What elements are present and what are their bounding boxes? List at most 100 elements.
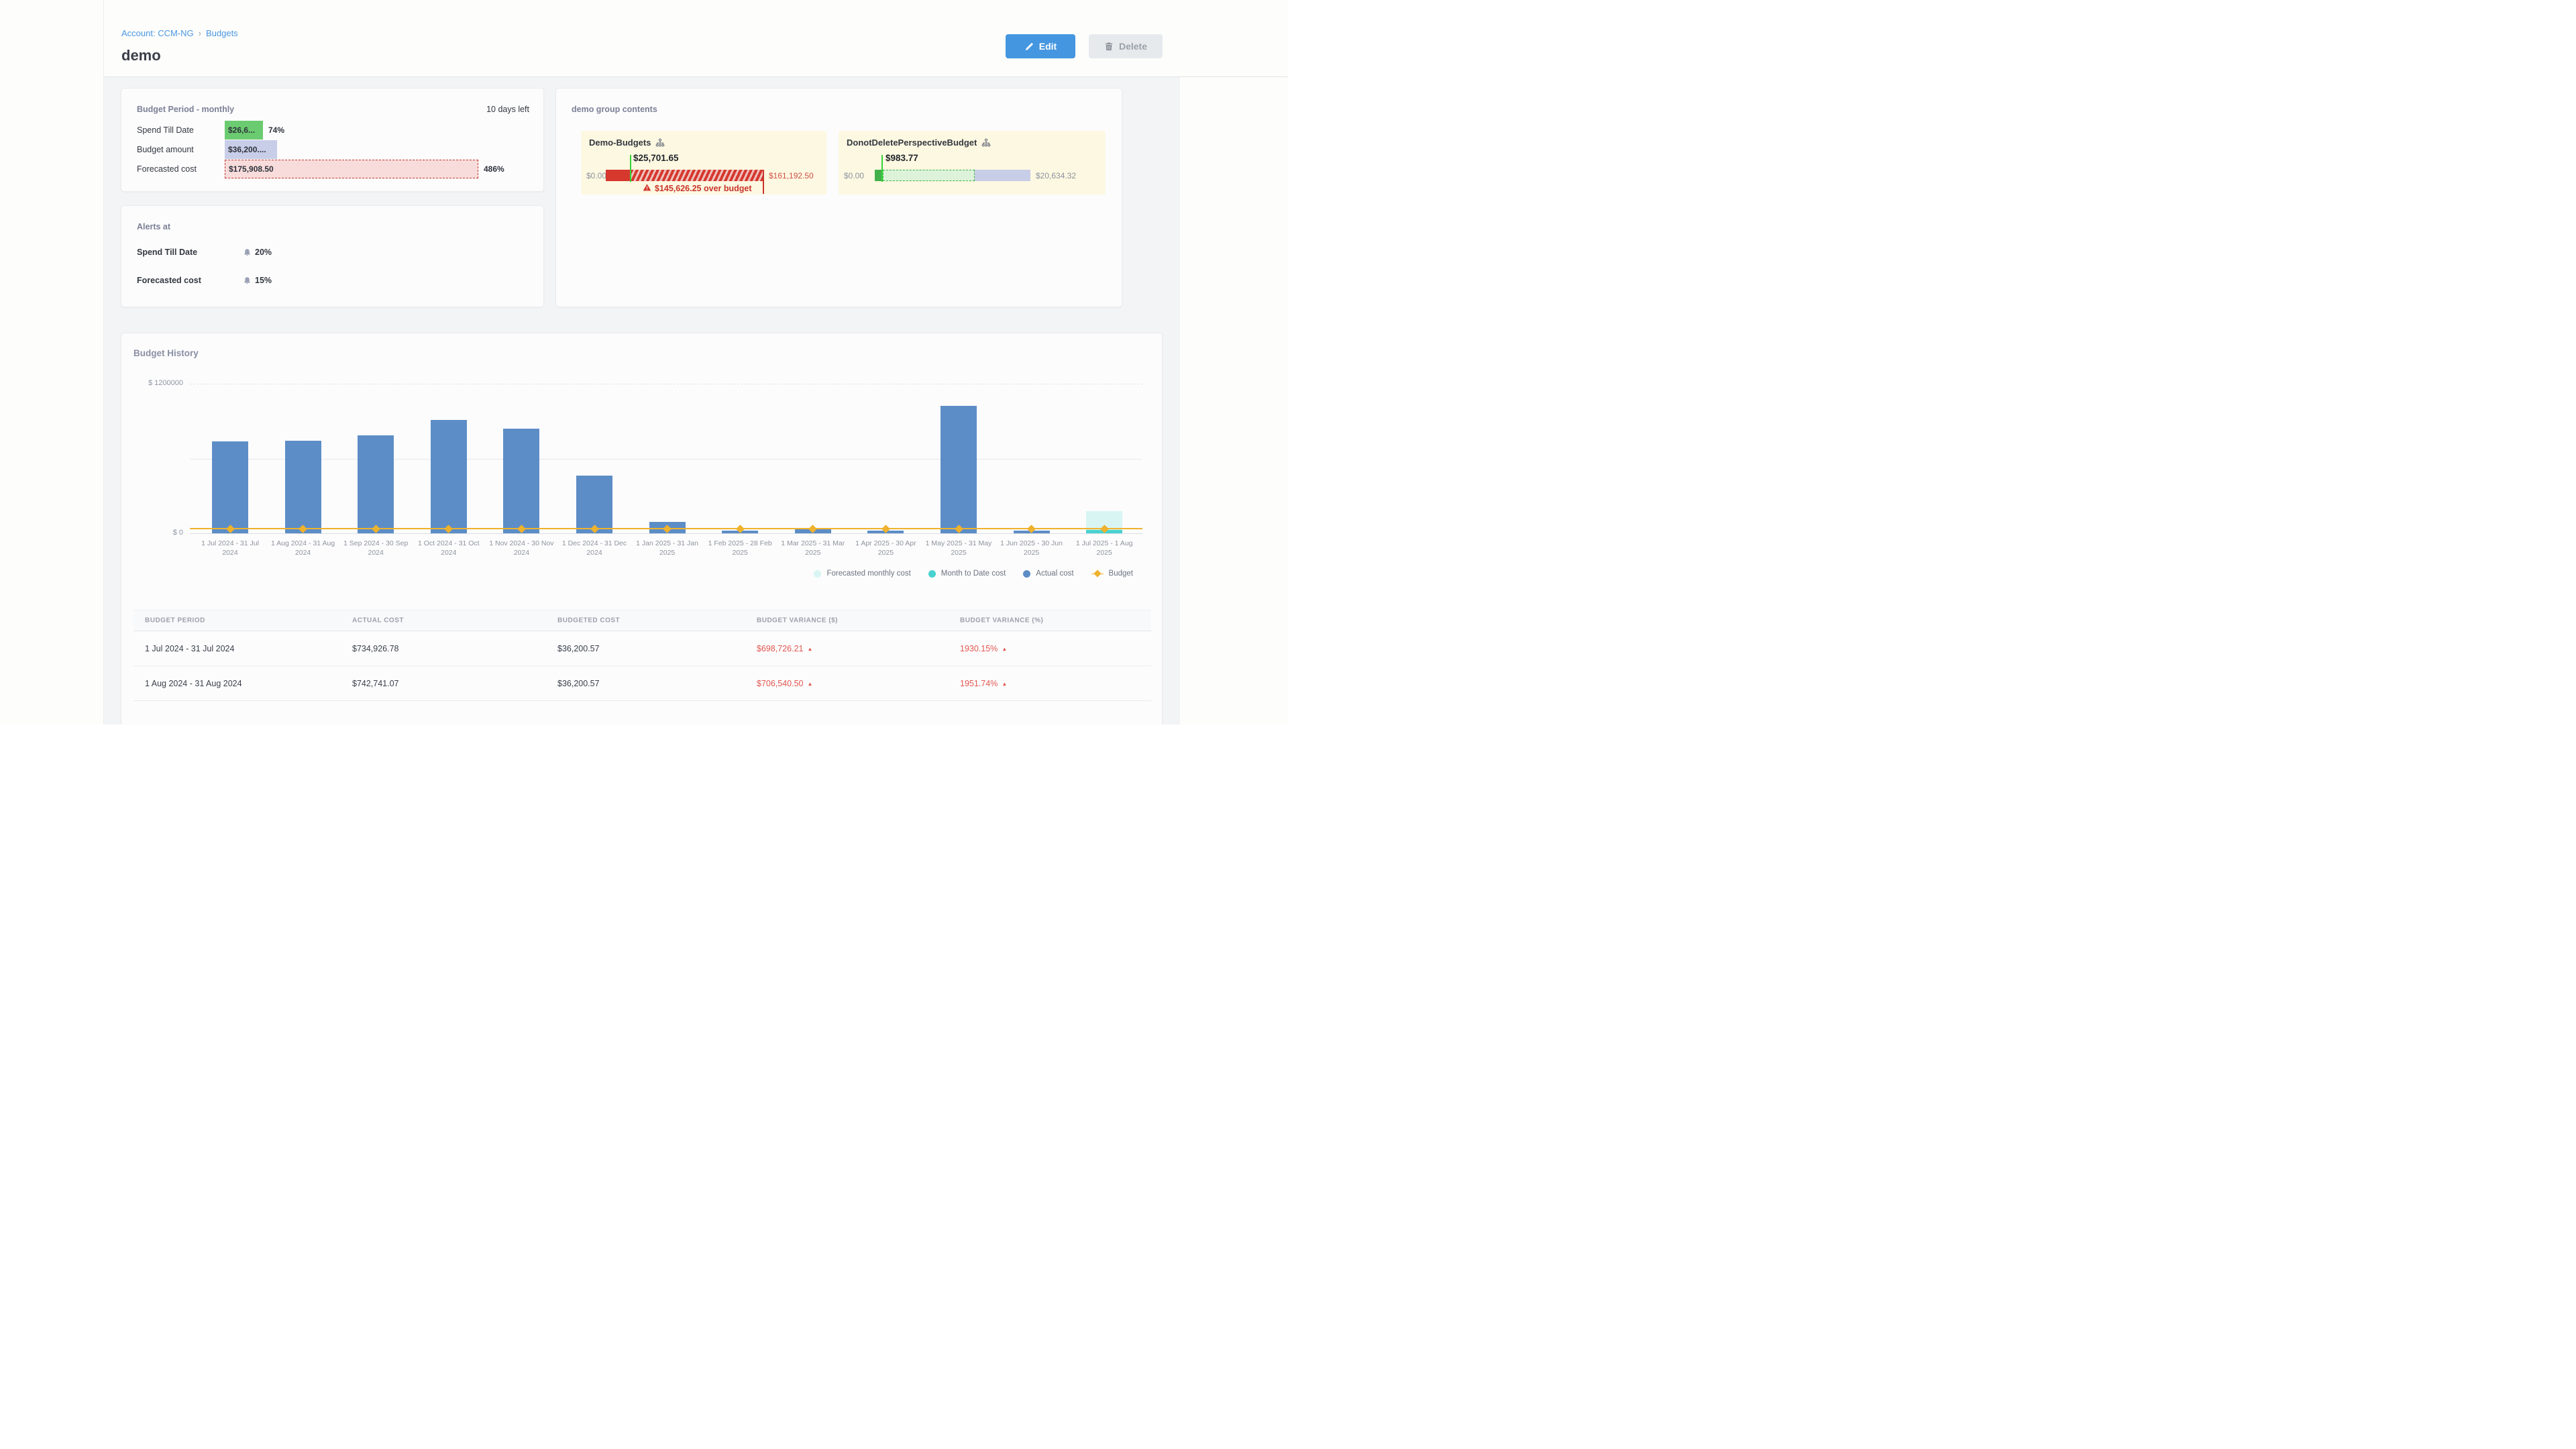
remaining-budget-segment	[975, 170, 1030, 181]
cell-budget-variance-pct: 1930.15% ▲	[960, 643, 1008, 653]
table-header-cell: BUDGET VARIANCE ($)	[757, 616, 838, 625]
budget-period-card: Budget Period - monthly 10 days left Spe…	[121, 88, 544, 192]
budget-history-chart: 1 Jul 2024 - 31 Jul 2024 1 Aug 2024 - 31 …	[121, 333, 1162, 608]
x-axis-label: 1 Apr 2025 - 30 Apr 2025	[855, 539, 916, 557]
table-header-cell: BUDGET VARIANCE (%)	[960, 616, 1044, 625]
budget-period-bar-value: $36,200....	[228, 144, 266, 154]
legend-marker-circle	[928, 570, 936, 578]
alert-label: Forecasted cost	[137, 276, 201, 285]
group-item-name-label: Demo-Budgets	[589, 138, 651, 148]
hierarchy-icon[interactable]	[655, 138, 665, 148]
x-axis-label: 1 May 2025 - 31 May 2025	[925, 539, 992, 557]
table-row: 1 Aug 2024 - 31 Aug 2024 $742,741.07 $36,2…	[133, 666, 1151, 701]
spend-segment	[606, 170, 631, 181]
table-header-row: BUDGET PERIOD ACTUAL COST BUDGETED COST BUD…	[133, 610, 1151, 631]
bell-icon	[243, 248, 252, 257]
budget-period-bar-budget: $36,200....	[225, 140, 277, 159]
variance-up-icon: ▲	[1002, 680, 1008, 687]
table-header-cell: BUDGET PERIOD	[145, 616, 205, 625]
group-item-donotdelete: DonotDeletePerspectiveBudget $983.77 $0.…	[839, 131, 1106, 195]
group-item-spend: $25,701.65	[633, 153, 679, 163]
group-item-demo-budgets: Demo-Budgets $25,701.65 $0.00 $161,192.5…	[581, 131, 826, 195]
budget-period-row: Budget amount $36,200....	[137, 140, 533, 159]
over-budget-text: $145,626.25 over budget	[655, 184, 752, 193]
x-axis-label: 1 Feb 2025 - 28 Feb 2025	[708, 539, 772, 557]
budget-period-row-label: Forecasted cost	[137, 164, 197, 174]
cell-budget-period: 1 Aug 2024 - 31 Aug 2024	[145, 678, 242, 688]
panel-left-border	[103, 0, 104, 724]
budget-history-title: Budget History	[133, 348, 199, 358]
budget-period-row: Forecasted cost $175,908.50 486%	[137, 159, 533, 178]
trash-icon	[1104, 42, 1114, 51]
over-budget-segment	[631, 170, 764, 181]
budget-period-bar-spend: $26,6...	[225, 120, 263, 140]
breadcrumb-account-link[interactable]: Account: CCM-NG	[121, 28, 194, 38]
header-divider	[103, 76, 1288, 77]
breadcrumb: Account: CCM-NG › Budgets	[121, 28, 238, 38]
edit-button[interactable]: Edit	[1006, 34, 1075, 58]
days-left-label: 10 days left	[486, 105, 529, 114]
chart-bar-actual	[503, 429, 540, 533]
group-contents-card: demo group contents Demo-Budgets $25,701…	[555, 88, 1122, 307]
budget-limit-line	[763, 170, 764, 194]
hierarchy-icon[interactable]	[981, 138, 991, 148]
cell-actual-cost: $734,926.78	[352, 643, 399, 653]
x-axis-label: 1 Aug 2024 - 31 Aug 2024	[271, 539, 335, 557]
alert-value: 15%	[255, 276, 272, 285]
table-row: 1 Jul 2024 - 31 Jul 2024 $734,926.78 $36,2…	[133, 631, 1151, 666]
x-axis-label: 1 Jun 2025 - 30 Jun 2025	[1000, 539, 1063, 557]
group-item-name-label: DonotDeletePerspectiveBudget	[847, 138, 977, 148]
legend-marker-circle	[1023, 570, 1031, 578]
pencil-icon	[1024, 42, 1034, 51]
table-header-cell: ACTUAL COST	[352, 616, 404, 625]
variance-up-icon: ▲	[807, 645, 813, 652]
legend-label: Month to Date cost	[941, 570, 1006, 578]
chart-bar-actual	[430, 419, 467, 533]
variance-up-icon: ▲	[807, 680, 813, 687]
group-item-spend: $983.77	[885, 153, 918, 163]
legend-item[interactable]: Month to Date cost	[928, 570, 1006, 578]
group-item-name: Demo-Budgets	[589, 138, 665, 148]
legend-label: Budget	[1108, 570, 1133, 578]
breadcrumb-separator: ›	[198, 28, 201, 38]
spend-marker	[630, 155, 631, 182]
budget-period-card-title: Budget Period - monthly	[137, 105, 235, 114]
group-item-min: $0.00	[844, 171, 865, 180]
x-axis-label: 1 Jul 2025 - 1 Aug 2025	[1075, 539, 1133, 557]
cell-budget-period: 1 Jul 2024 - 31 Jul 2024	[145, 643, 235, 653]
breadcrumb-budgets-link[interactable]: Budgets	[205, 28, 238, 38]
legend-label: Forecasted monthly cost	[826, 570, 911, 578]
table-header-cell: BUDGETED COST	[557, 616, 621, 625]
legend-item[interactable]: Actual cost	[1023, 570, 1074, 578]
alert-label: Spend Till Date	[137, 248, 198, 257]
budget-period-bar-value: $26,6...	[228, 125, 256, 135]
group-item-max: $20,634.32	[1036, 171, 1077, 180]
chart-bar-actual	[212, 441, 248, 533]
delete-button[interactable]: Delete	[1089, 34, 1163, 58]
group-card-title: demo group contents	[572, 105, 657, 114]
page-title: demo	[121, 47, 161, 64]
alert-value: 20%	[255, 248, 272, 257]
cell-budget-variance-pct: 1951.74% ▲	[960, 678, 1008, 688]
legend-item[interactable]: Forecasted monthly cost	[814, 570, 911, 578]
group-item-bar	[875, 170, 1030, 181]
x-axis-label: 1 Nov 2024 - 30 Nov 2024	[489, 539, 554, 557]
x-axis-label: 1 Mar 2025 - 31 Mar 2025	[781, 539, 845, 557]
over-budget-alert: $145,626.25 over budget	[643, 183, 752, 194]
cell-budget-variance-usd: $698,726.21 ▲	[757, 643, 813, 653]
group-item-max: $161,192.50	[769, 171, 814, 180]
budget-detail-page: Account: CCM-NG › Budgets demo Edit Delete…	[0, 0, 1288, 724]
cell-actual-cost: $742,741.07	[352, 678, 399, 688]
x-axis-label: 1 Jan 2025 - 31 Jan 2025	[636, 539, 698, 557]
budget-period-percent: 486%	[484, 164, 504, 174]
budget-period-bar-value: $175,908.50	[229, 164, 274, 174]
chart-bar-actual	[284, 440, 321, 533]
cell-budgeted-cost: $36,200.57	[557, 643, 600, 653]
group-item-min: $0.00	[586, 171, 607, 180]
chart-legend: Forecasted monthly cost Month to Date cos…	[814, 570, 1133, 578]
edit-button-label: Edit	[1038, 41, 1057, 52]
chart-bar-actual	[576, 475, 612, 533]
legend-item[interactable]: Budget	[1091, 570, 1133, 578]
gridline-middle	[190, 458, 1142, 460]
forecast-segment	[883, 170, 975, 181]
